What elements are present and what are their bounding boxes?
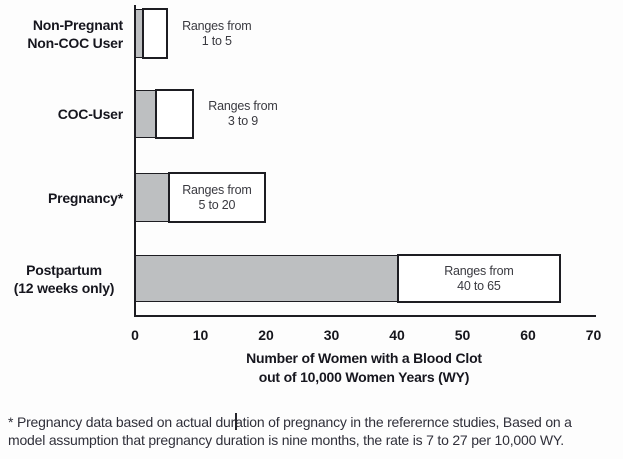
- x-axis-title: Number of Women with a Blood Clot out of…: [164, 349, 564, 387]
- annotation-line: Ranges from: [208, 99, 278, 113]
- annotation-line: Ranges from: [182, 18, 252, 33]
- x-tick-label: 70: [585, 327, 602, 343]
- footnote-line1: * Pregnancy data based on actual duratio…: [8, 414, 572, 430]
- x-axis-title-line2: out of 10,000 Women Years (WY): [258, 369, 470, 385]
- category-label: Pregnancy*: [5, 189, 123, 207]
- category-label-line: Non-COC User: [27, 34, 123, 51]
- range-annotation: Ranges from 5 to 20: [168, 183, 266, 213]
- bar-range-segment: [167, 172, 266, 223]
- category-label: Postpartum (12 weeks only): [5, 261, 123, 297]
- text-cursor-artifact: [235, 413, 237, 430]
- y-axis-line: [134, 5, 136, 317]
- bar-low-segment: [135, 173, 168, 222]
- x-tick-label: 60: [520, 327, 536, 343]
- x-tick-label: 30: [323, 327, 340, 343]
- category-label: Non-Pregnant Non-COC User: [5, 16, 123, 52]
- x-tick-label: 50: [454, 327, 471, 343]
- bar-range-segment: [141, 8, 168, 59]
- annotation-line: Ranges from: [444, 263, 514, 278]
- annotation-line: 5 to 20: [198, 197, 236, 212]
- category-label: COC-User: [5, 105, 124, 123]
- footnote-line2: model assumption that pregnancy duration…: [8, 431, 564, 448]
- category-label-line: (12 weeks only): [13, 279, 115, 296]
- annotation-line: 40 to 65: [457, 278, 501, 293]
- x-axis-line: [134, 315, 596, 317]
- x-tick-label: 40: [389, 327, 405, 343]
- category-label-line: Postpartum: [26, 261, 102, 278]
- range-annotation: Ranges from 40 to 65: [397, 264, 561, 294]
- annotation-line: Ranges from: [182, 182, 252, 197]
- annotation-line: 1 to 5: [201, 33, 232, 48]
- category-label-line: Pregnancy*: [47, 189, 123, 206]
- bar-range-segment: [154, 89, 194, 139]
- bar-low-segment: [135, 9, 142, 58]
- category-label-line: COC-User: [57, 106, 124, 122]
- range-annotation: Ranges from 3 to 9: [201, 99, 285, 129]
- bar-low-segment: [135, 90, 155, 138]
- range-annotation: Ranges from 1 to 5: [175, 19, 259, 49]
- bar-range-segment: [397, 254, 561, 303]
- x-tick-label: 10: [192, 327, 209, 343]
- x-axis-title-line1: Number of Women with a Blood Clot: [246, 350, 482, 366]
- annotation-line: 3 to 9: [227, 114, 258, 128]
- footnote: * Pregnancy data based on actual duratio…: [8, 414, 620, 449]
- x-tick-label: 0: [131, 327, 139, 343]
- x-tick-label: 20: [258, 327, 274, 343]
- category-label-line: Non-Pregnant: [32, 16, 123, 33]
- bar-low-segment: [135, 255, 397, 302]
